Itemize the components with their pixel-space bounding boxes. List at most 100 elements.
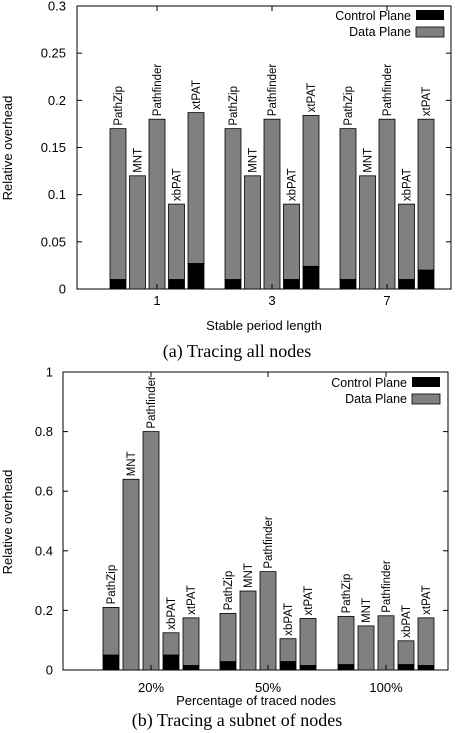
chart-b-bar-data-plane [299, 618, 317, 666]
chart-b-bars: PathZip MNT Pathfinder xbPAT xtPAT PathZip MNT… [102, 376, 435, 671]
chart-b-bar-control-plane [219, 661, 237, 671]
chart-b-bar-data-plane [102, 607, 120, 656]
chart-b-ylabel: Relative overhead [0, 470, 15, 575]
chart-a-bar-data-plane [109, 128, 127, 280]
chart-a-bar-data-plane [244, 175, 261, 290]
chart-a-legend-swatch-data [415, 26, 445, 38]
chart-b: Relative overhead Percentage of traced n… [0, 365, 449, 731]
chart-a-x-tick-label: 7 [383, 293, 390, 308]
chart-a-legend-label-control: Control Plane [335, 9, 411, 23]
chart-b-y-tick-label: 0.8 [35, 424, 53, 439]
chart-a-bar-data-plane [168, 203, 185, 280]
chart-a-bar-data-plane [417, 118, 435, 271]
chart-b-bar-control-plane [102, 654, 120, 671]
chart-b-x-ticks: 20% 50% 100% [138, 372, 403, 695]
chart-b-y-tick-label: 0.2 [35, 603, 53, 618]
chart-b-bar-label: MNT [361, 598, 373, 623]
chart-a-bar-data-plane [378, 118, 396, 290]
chart-a-y-ticks: 0 0.05 0.1 0.15 0.2 0.25 0.3 [41, 0, 451, 297]
chart-b-y-ticks: 0 0.2 0.4 0.6 0.8 1 [35, 365, 448, 678]
chart-b-y-tick-label: 1 [46, 365, 53, 380]
chart-a-bar-label: xtPAT [191, 80, 203, 110]
chart-b-bar-data-plane [162, 632, 180, 656]
chart-a-caption: (a) Tracing all nodes [163, 341, 311, 362]
chart-a-bars: PathZip MNT Pathfinder xbPAT xtPAT PathZip MNT… [109, 64, 435, 290]
chart-b-bar-label: Pathfinder [146, 376, 158, 429]
chart-b-legend-label-control: Control Plane [331, 376, 407, 390]
chart-b-bar-control-plane [417, 665, 435, 671]
chart-a-bar-data-plane [359, 175, 376, 290]
chart-a-bar-control-plane [302, 265, 320, 290]
chart-b-bar-label: xbPAT [401, 605, 413, 638]
chart-b-bar-data-plane [337, 615, 355, 666]
chart-a-bar-label: Pathfinder [382, 64, 394, 117]
chart-b-bar-control-plane [299, 665, 317, 671]
chart-b-bar-label: xtPAT [421, 585, 433, 615]
chart-b-bar-label: xbPAT [166, 597, 178, 630]
chart-a-y-tick-label: 0.15 [41, 140, 66, 155]
chart-b-x-tick-label: 50% [255, 680, 281, 695]
chart-a-bar-data-plane [224, 128, 242, 280]
chart-a-y-tick-label: 0.2 [48, 93, 66, 108]
chart-b-bar-label: PathZip [106, 565, 118, 605]
chart-a-legend: Control Plane Data Plane [335, 9, 445, 39]
chart-b-bar-label: Pathfinder [263, 516, 275, 569]
chart-a-xlabel: Stable period length [206, 318, 322, 333]
chart-a-y-tick-label: 0.25 [41, 46, 66, 61]
chart-b-x-tick-label: 20% [138, 680, 164, 695]
chart-a-legend-swatch-control [416, 10, 444, 20]
chart-a-bar-data-plane [302, 115, 320, 267]
chart-b-bar-data-plane [142, 431, 160, 671]
chart-b-bar-data-plane [377, 615, 395, 671]
chart-b-bar-label: MNT [243, 563, 255, 588]
chart-b-bar-label: PathZip [223, 571, 235, 611]
chart-b-bar-label: xtPAT [186, 585, 198, 615]
chart-b-y-tick-label: 0.4 [35, 543, 53, 558]
chart-a-x-tick-label: 3 [268, 293, 275, 308]
chart-b-legend: Control Plane Data Plane [331, 376, 441, 406]
chart-a-bar-data-plane [339, 128, 357, 280]
chart-b-y-tick-label: 0.6 [35, 484, 53, 499]
chart-a-bar-control-plane [339, 279, 357, 290]
chart-a-bar-control-plane [168, 279, 185, 290]
chart-a-bar-label: PathZip [343, 86, 355, 126]
chart-b-bar-control-plane [162, 654, 180, 671]
chart-b-bar-control-plane [337, 664, 355, 671]
chart-a-y-tick-label: 0.05 [41, 234, 66, 249]
chart-a-bar-label: PathZip [113, 86, 125, 126]
chart-b-y-tick-label: 0 [46, 663, 53, 678]
chart-b-legend-swatch-data [411, 393, 441, 405]
chart-b-bar-label: MNT [126, 451, 138, 476]
chart-a-bar-label: MNT [363, 148, 375, 173]
chart-a-bar-control-plane [187, 263, 205, 290]
chart-a: Relative overhead Stable period length (… [0, 0, 452, 362]
chart-a-bar-label: Pathfinder [152, 64, 164, 117]
chart-b-legend-label-data: Data Plane [345, 392, 407, 406]
chart-a-bar-label: PathZip [228, 86, 240, 126]
chart-a-bar-data-plane [263, 118, 281, 290]
chart-a-bar-label: MNT [248, 148, 260, 173]
chart-b-x-tick-label: 100% [369, 680, 403, 695]
chart-b-bar-data-plane [259, 571, 277, 671]
chart-a-bar-label: xbPAT [402, 168, 414, 201]
chart-b-bar-label: Pathfinder [381, 560, 393, 613]
chart-b-bar-data-plane [397, 640, 415, 666]
chart-a-ylabel: Relative overhead [0, 96, 15, 201]
chart-a-bar-control-plane [417, 269, 435, 290]
chart-b-bar-data-plane [219, 612, 237, 663]
chart-a-bar-control-plane [283, 279, 300, 290]
chart-a-bar-control-plane [224, 279, 242, 290]
chart-b-bar-data-plane [239, 590, 257, 671]
chart-a-bar-data-plane [283, 203, 300, 280]
chart-b-xlabel: Percentage of traced nodes [176, 693, 336, 708]
chart-a-y-tick-label: 0.3 [48, 0, 66, 14]
chart-b-bar-label: PathZip [341, 574, 353, 614]
chart-b-bar-data-plane [357, 625, 375, 671]
chart-a-bar-label: xtPAT [306, 83, 318, 113]
chart-a-bar-data-plane [129, 175, 146, 290]
chart-b-bar-label: xtPAT [303, 586, 315, 616]
chart-b-bar-control-plane [397, 664, 415, 671]
chart-a-y-tick-label: 0 [59, 282, 66, 297]
chart-b-bar-control-plane [279, 661, 297, 671]
